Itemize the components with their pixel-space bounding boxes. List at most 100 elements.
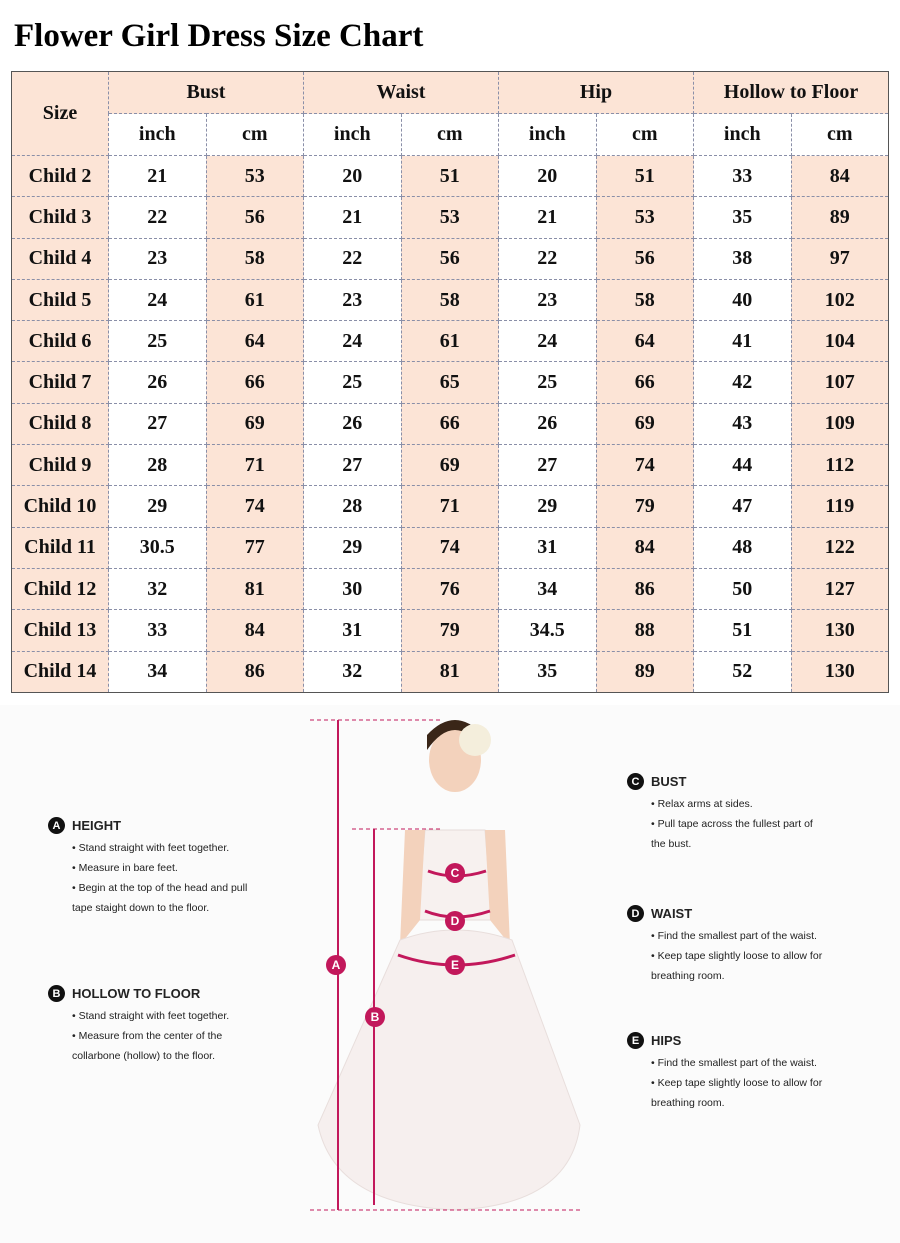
value-cell: 66 — [400, 402, 499, 446]
instruction-line: • Relax arms at sides. — [651, 798, 753, 810]
letter-b-icon: B — [48, 985, 65, 1002]
size-cell: Child 6 — [11, 320, 109, 363]
svg-text:A: A — [332, 958, 341, 972]
value-cell: 34 — [108, 650, 207, 693]
size-cell: Child 13 — [11, 609, 109, 652]
table-row: Child 8 27 69 26 66 26 69 43 109 — [11, 402, 889, 446]
value-cell: 50 — [693, 567, 792, 611]
table-row: Child 9 28 71 27 69 27 74 44 112 — [11, 444, 889, 487]
value-cell: 56 — [400, 237, 499, 280]
dress-skirt — [317, 929, 581, 1211]
value-cell: 130 — [790, 650, 889, 693]
instruction-line: • Find the smallest part of the waist. — [651, 1057, 817, 1069]
value-cell: 74 — [595, 444, 694, 487]
table-row: Child 5 24 61 23 58 23 58 40 102 — [11, 278, 889, 322]
guide-section-waist: D WAIST • Find the smallest part of the w… — [627, 905, 822, 986]
value-cell: 53 — [595, 196, 694, 239]
section-heading: BUST — [651, 774, 687, 789]
group-header: Hollow to Floor — [693, 71, 889, 114]
value-cell: 25 — [303, 361, 402, 404]
unit-header: inch — [303, 113, 402, 156]
value-cell: 74 — [400, 526, 499, 569]
instruction-line: • Pull tape across the fullest part of — [651, 818, 813, 830]
girl-arms — [400, 830, 510, 945]
value-cell: 26 — [108, 361, 207, 404]
value-cell: 52 — [693, 650, 792, 693]
value-cell: 22 — [108, 196, 207, 239]
table-row: Child 7 26 66 25 65 25 66 42 107 — [11, 361, 889, 404]
value-cell: 25 — [498, 361, 597, 404]
table-row: Child 10 29 74 28 71 29 79 47 119 — [11, 485, 889, 528]
value-cell: 130 — [790, 609, 889, 652]
instruction-line: • Stand straight with feet together. — [72, 1010, 230, 1022]
table-row: Child 2 21 53 20 51 20 51 33 84 — [11, 154, 889, 198]
guide-section-height: A HEIGHT • Stand straight with feet toget… — [48, 817, 247, 918]
value-cell: 24 — [303, 320, 402, 363]
value-cell: 23 — [303, 278, 402, 322]
section-heading: WAIST — [651, 906, 693, 921]
value-cell: 29 — [108, 485, 207, 528]
svg-text:D: D — [451, 914, 460, 928]
size-cell: Child 9 — [11, 444, 109, 487]
letter-a-icon: A — [48, 817, 65, 834]
value-cell: 29 — [498, 485, 597, 528]
value-cell: 28 — [303, 485, 402, 528]
value-cell: 21 — [108, 154, 207, 198]
value-cell: 30 — [303, 567, 402, 611]
value-cell: 40 — [693, 278, 792, 322]
value-cell: 34 — [498, 567, 597, 611]
value-cell: 31 — [498, 526, 597, 569]
value-cell: 69 — [205, 402, 304, 446]
value-cell: 112 — [790, 444, 889, 487]
value-cell: 28 — [108, 444, 207, 487]
size-cell: Child 4 — [11, 237, 109, 280]
value-cell: 25 — [108, 320, 207, 363]
value-cell: 109 — [790, 402, 889, 446]
value-cell: 26 — [303, 402, 402, 446]
value-cell: 71 — [205, 444, 304, 487]
instruction-line: • Measure from the center of the — [72, 1030, 223, 1042]
instruction-line: the bust. — [651, 838, 692, 850]
value-cell: 79 — [400, 609, 499, 652]
size-chart-table: Size Bust Waist Hip Hollow to Floor inch cm inc… — [11, 71, 889, 693]
unit-header: cm — [595, 113, 694, 156]
value-cell: 24 — [108, 278, 207, 322]
value-cell: 65 — [400, 361, 499, 404]
value-cell: 51 — [400, 154, 499, 198]
instruction-line: • Keep tape slightly loose to allow for — [651, 1077, 823, 1089]
table-row: Child 12 32 81 30 76 34 86 50 127 — [11, 567, 889, 611]
value-cell: 86 — [595, 567, 694, 611]
table-row: Child 13 33 84 31 79 34.5 88 51 130 — [11, 609, 889, 652]
girl-illustration: A B C D E — [310, 719, 581, 1211]
table-row: Child 11 30.5 77 29 74 31 84 48 122 — [11, 526, 889, 569]
value-cell: 119 — [790, 485, 889, 528]
table-row: Child 3 22 56 21 53 21 53 35 89 — [11, 196, 889, 239]
instruction-line: • Keep tape slightly loose to allow for — [651, 950, 823, 962]
group-header: Bust — [108, 71, 304, 114]
value-cell: 81 — [400, 650, 499, 693]
size-cell: Child 12 — [11, 567, 109, 611]
value-cell: 81 — [205, 567, 304, 611]
guide-section-hollow-to-floor: B HOLLOW TO FLOOR • Stand straight with f… — [48, 985, 229, 1066]
size-cell: Child 8 — [11, 402, 109, 446]
value-cell: 102 — [790, 278, 889, 322]
value-cell: 21 — [303, 196, 402, 239]
size-cell: Child 11 — [11, 526, 109, 569]
value-cell: 26 — [498, 402, 597, 446]
value-cell: 127 — [790, 567, 889, 611]
size-cell: Child 5 — [11, 278, 109, 322]
unit-header: cm — [790, 113, 889, 156]
value-cell: 32 — [303, 650, 402, 693]
svg-text:E: E — [451, 958, 459, 972]
value-cell: 44 — [693, 444, 792, 487]
marker-e-icon — [445, 955, 465, 975]
size-cell: Child 3 — [11, 196, 109, 239]
value-cell: 27 — [108, 402, 207, 446]
value-cell: 122 — [790, 526, 889, 569]
value-cell: 58 — [595, 278, 694, 322]
letter-d-icon: D — [627, 905, 644, 922]
value-cell: 56 — [205, 196, 304, 239]
unit-header: inch — [108, 113, 207, 156]
page-title: Flower Girl Dress Size Chart — [14, 18, 424, 54]
value-cell: 64 — [205, 320, 304, 363]
